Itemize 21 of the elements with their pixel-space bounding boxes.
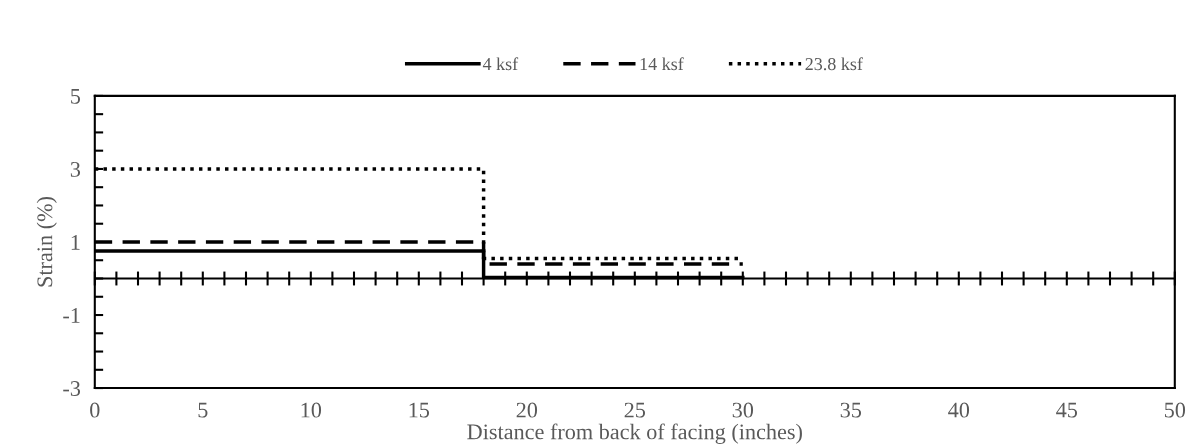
x-tick-label: 0 [90,402,100,418]
x-tick-label: 30 [732,402,754,418]
x-tick-label: 50 [1164,402,1186,418]
y-tick-label: 3 [70,161,81,177]
x-tick-label: 20 [516,402,538,418]
x-tick-label: 40 [948,402,970,418]
x-tick-label: 5 [198,402,208,418]
y-tick-label: 5 [71,89,81,104]
y-tick-label: -3 [63,381,81,396]
y-tick-label: -1 [63,308,80,323]
x-tick-label: 15 [409,402,430,418]
x-tick-label: 10 [301,402,322,418]
y-axis-title: Strain (%) [36,196,57,287]
legend-label: 14 ksf [640,57,684,71]
x-tick-label: 45 [1056,402,1078,418]
y-tick-label: 1 [71,235,80,250]
x-tick-label: 35 [840,402,862,418]
legend-label: 4 ksf [482,57,519,71]
legend-label: 23.8 ksf [805,57,863,71]
x-axis-title: Distance from back of facing (inches) [467,423,802,444]
x-tick-label: 25 [624,402,646,418]
